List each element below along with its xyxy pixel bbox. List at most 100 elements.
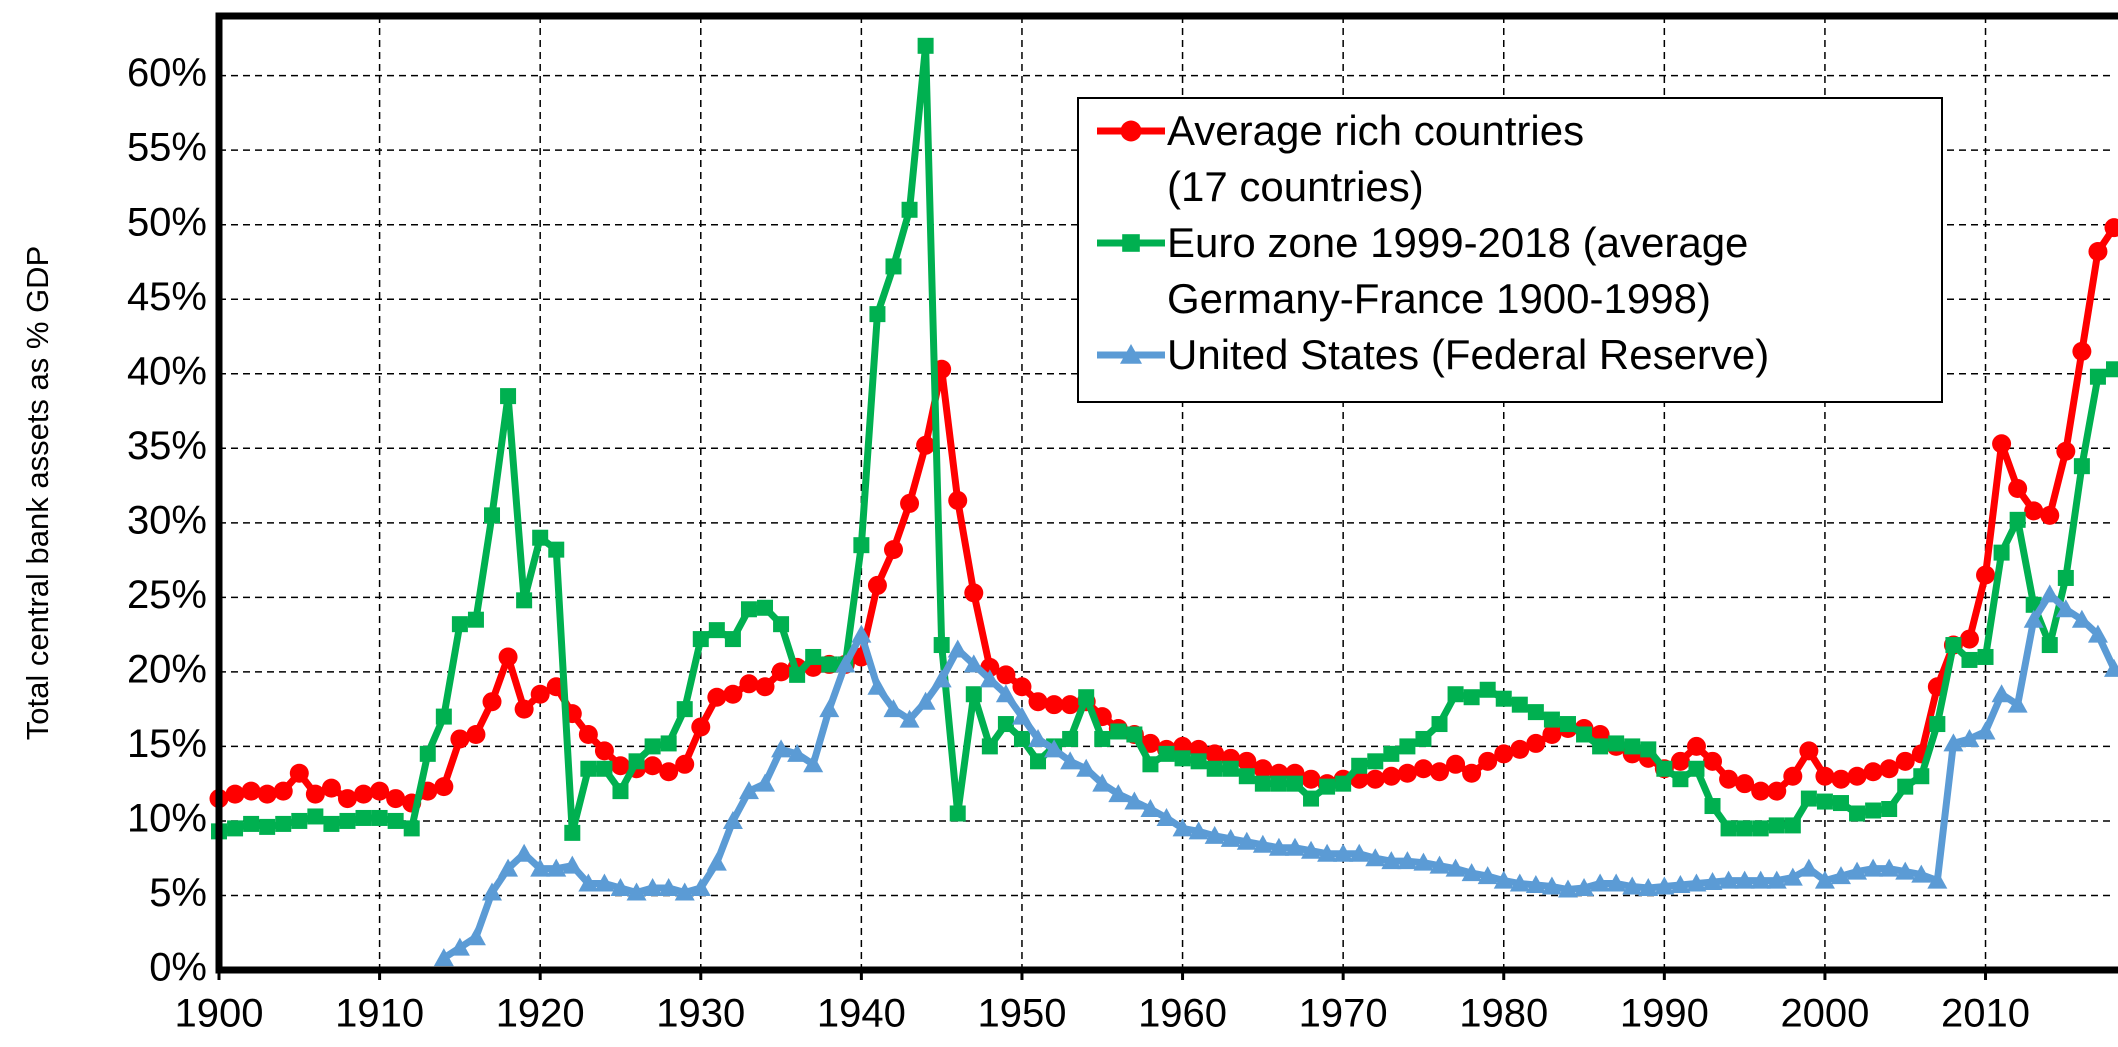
marker-triangle — [1204, 825, 1225, 844]
marker-square — [773, 616, 790, 633]
marker-triangle — [1541, 876, 1562, 895]
marker-square — [1929, 716, 1946, 733]
marker-square — [1704, 798, 1721, 815]
marker-circle — [1767, 781, 1787, 801]
marker-circle — [739, 674, 759, 694]
marker-triangle — [1188, 821, 1209, 840]
marker-square — [917, 37, 934, 54]
x-tick-label: 1960 — [1138, 992, 1227, 1036]
marker-square — [1270, 775, 1287, 792]
marker-circle — [1799, 741, 1819, 761]
marker-circle — [386, 789, 406, 809]
marker-square — [933, 637, 950, 654]
marker-triangle — [1879, 858, 1900, 877]
marker-triangle — [1718, 870, 1739, 889]
marker-square — [1559, 716, 1576, 733]
marker-circle — [1012, 677, 1032, 697]
marker-square — [387, 812, 404, 829]
marker-triangle — [642, 878, 663, 897]
marker-circle — [1253, 759, 1273, 779]
marker-triangle — [562, 855, 583, 874]
marker-circle — [1783, 766, 1803, 786]
legend-label: Euro zone 1999-2018 (average Germany-Fra… — [1167, 219, 1749, 322]
marker-circle — [1205, 744, 1225, 764]
marker-square — [1720, 820, 1737, 837]
marker-square — [805, 648, 822, 665]
marker-triangle — [1092, 773, 1113, 792]
marker-circle — [2056, 441, 2076, 461]
marker-circle — [1237, 751, 1257, 771]
marker-square — [1399, 738, 1416, 755]
marker-square — [853, 537, 870, 554]
marker-square — [628, 753, 645, 770]
marker-square — [532, 529, 549, 546]
marker-square — [2057, 569, 2074, 586]
marker-triangle — [1734, 870, 1755, 889]
marker-triangle — [738, 781, 759, 800]
marker-circle — [1120, 120, 1142, 142]
marker-circle — [1301, 769, 1321, 789]
x-tick-label: 1900 — [175, 992, 264, 1036]
marker-triangle — [2039, 584, 2060, 603]
marker-square — [1977, 648, 1994, 665]
marker-square — [740, 601, 757, 618]
marker-triangle — [1638, 878, 1659, 897]
marker-square — [1078, 689, 1095, 706]
marker-circle — [707, 687, 727, 707]
y-tick-label: 40% — [127, 349, 207, 393]
marker-square — [1736, 820, 1753, 837]
x-tick-label: 1930 — [656, 992, 745, 1036]
marker-triangle — [1349, 843, 1370, 862]
marker-square — [1030, 753, 1047, 770]
marker-square — [949, 805, 966, 822]
marker-square — [580, 760, 597, 777]
marker-triangle — [1140, 799, 1161, 818]
marker-circle — [1446, 754, 1466, 774]
marker-circle — [1815, 766, 1835, 786]
x-tick-label: 1970 — [1299, 992, 1388, 1036]
marker-square — [1527, 704, 1544, 721]
marker-triangle — [1333, 843, 1354, 862]
marker-triangle — [1590, 873, 1611, 892]
marker-square — [757, 599, 774, 616]
marker-square — [708, 622, 725, 639]
marker-square — [1431, 716, 1448, 733]
marker-circle — [1060, 695, 1080, 715]
marker-circle — [771, 662, 791, 682]
marker-square — [1415, 730, 1432, 747]
marker-triangle — [2104, 658, 2118, 677]
marker-circle — [948, 490, 968, 510]
marker-circle — [305, 784, 325, 804]
marker-circle — [498, 647, 518, 667]
marker-square — [1640, 741, 1657, 758]
marker-triangle — [1991, 684, 2012, 703]
marker-square — [403, 820, 420, 837]
marker-square — [1961, 651, 1978, 668]
marker-square — [1062, 730, 1079, 747]
marker-circle — [883, 540, 903, 560]
marker-circle — [1719, 769, 1739, 789]
marker-triangle — [2055, 599, 2076, 618]
y-tick-label: 60% — [127, 51, 207, 95]
marker-triangle — [433, 948, 454, 967]
marker-triangle — [498, 858, 519, 877]
marker-circle — [1992, 434, 2012, 454]
marker-square — [1752, 820, 1769, 837]
marker-circle — [2072, 341, 2092, 361]
marker-circle — [578, 724, 598, 744]
marker-square — [997, 716, 1014, 733]
legend-label: United States (Federal Reserve) — [1167, 331, 1770, 378]
marker-triangle — [1124, 791, 1145, 810]
marker-circle — [1895, 751, 1915, 771]
marker-square — [885, 258, 902, 275]
marker-square — [821, 656, 838, 673]
marker-circle — [755, 677, 775, 697]
y-tick-label: 10% — [127, 797, 207, 841]
marker-circle — [643, 756, 663, 776]
x-tick-label: 1920 — [496, 992, 585, 1036]
marker-circle — [225, 784, 245, 804]
legend-item: Average rich countries (17 countries) — [1095, 103, 1921, 215]
marker-circle — [1831, 769, 1851, 789]
marker-triangle — [2023, 609, 2044, 628]
marker-square — [692, 631, 709, 648]
